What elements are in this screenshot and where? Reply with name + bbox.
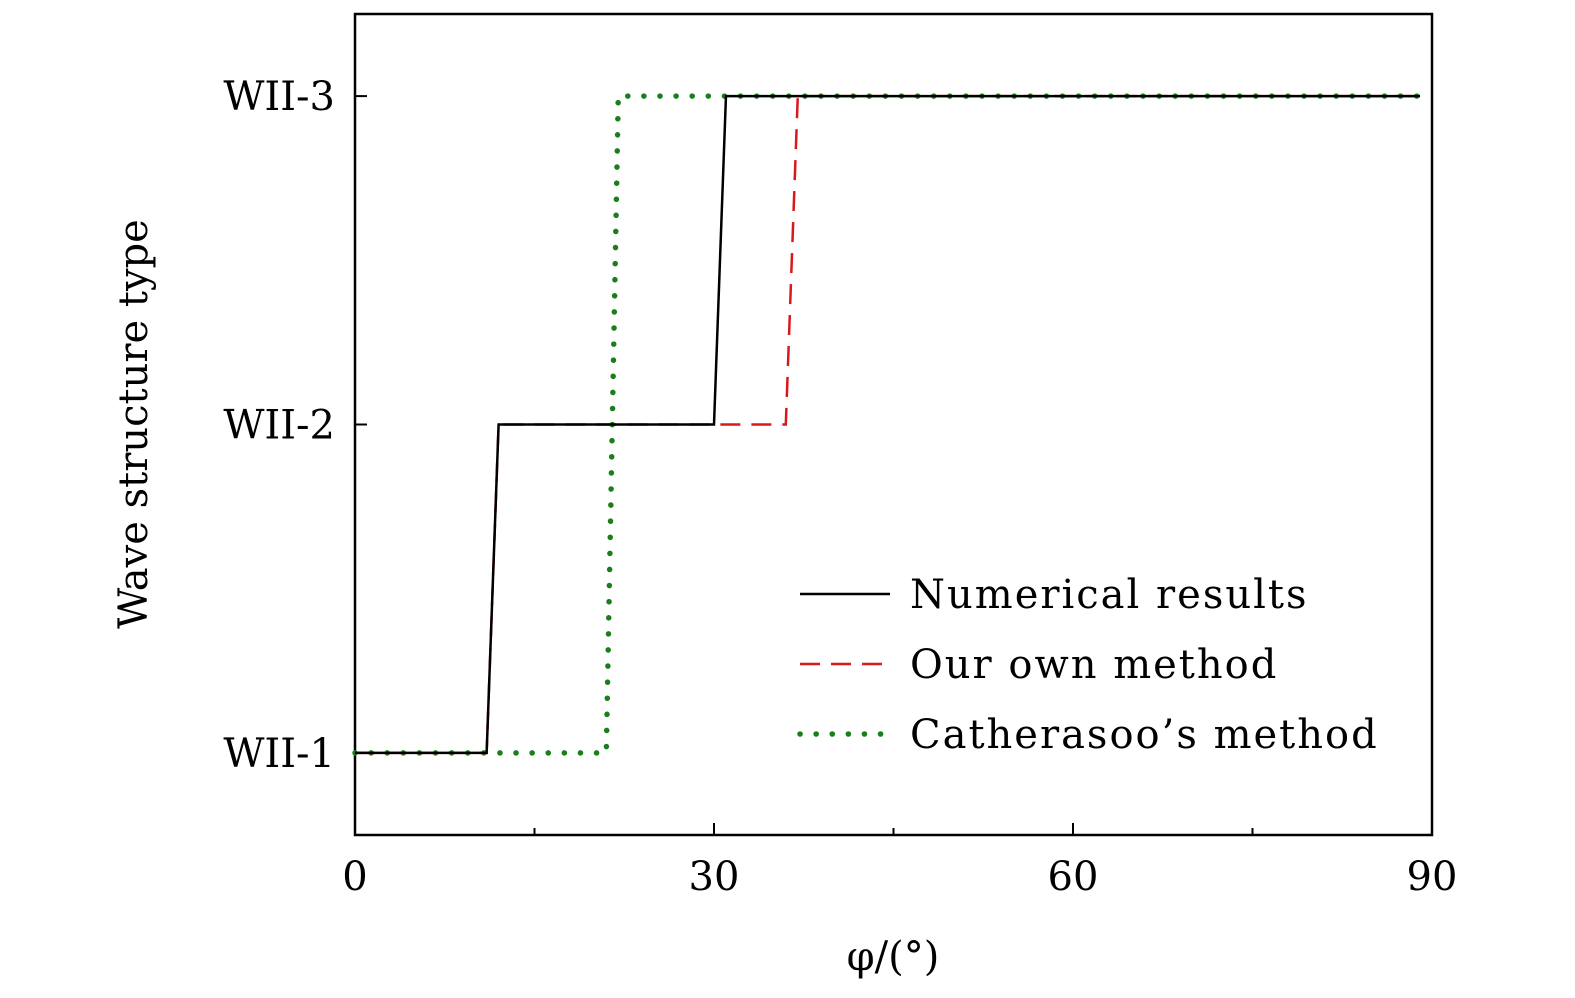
legend-label-1: Numerical results xyxy=(910,572,1309,618)
ticks-layer: 0 30 60 90 WII-1 WII-2 WII-3 xyxy=(223,74,1457,900)
x-axis-label: φ/(°) xyxy=(847,934,940,980)
y-tick-label: WII-3 xyxy=(223,74,335,120)
legend-label-3: Catherasoo’s method xyxy=(910,712,1379,758)
x-tick-label: 0 xyxy=(342,854,367,900)
x-tick-label: 30 xyxy=(689,854,740,900)
series-line-1 xyxy=(355,94,1421,755)
legend-label-2: Our own method xyxy=(910,642,1278,688)
series-layer xyxy=(352,93,1423,756)
x-tick-label: 60 xyxy=(1048,854,1099,900)
y-axis-label: Wave structure type xyxy=(111,219,157,629)
y-tick-label: WII-2 xyxy=(223,403,335,449)
y-tick-label: WII-1 xyxy=(223,731,335,777)
legend: Numerical results Our own method Catheraso… xyxy=(797,572,1379,758)
x-tick-label: 90 xyxy=(1407,854,1458,900)
